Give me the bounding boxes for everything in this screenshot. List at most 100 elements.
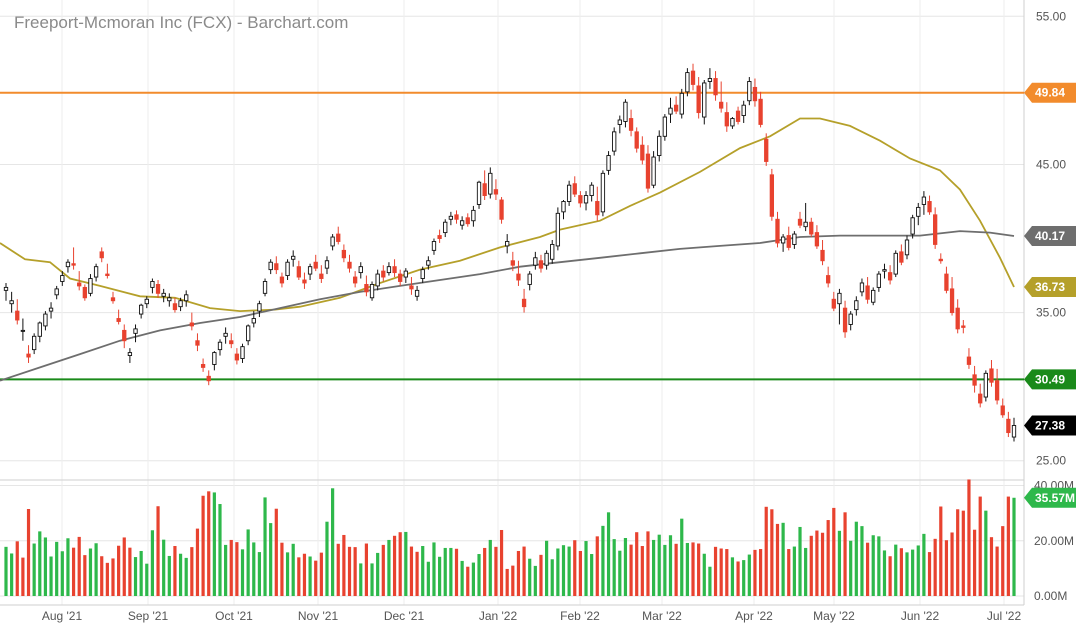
volume-bar	[961, 510, 965, 596]
candle-body	[403, 270, 408, 278]
volume-bar	[730, 557, 735, 596]
candle-body	[786, 235, 791, 248]
volume-bar	[995, 546, 999, 596]
candle	[994, 368, 1000, 405]
volume-bar	[573, 540, 577, 596]
candle-body	[217, 341, 223, 351]
candle	[15, 299, 20, 325]
volume-bar	[325, 521, 329, 596]
volume-bar	[308, 556, 312, 596]
volume-bar	[415, 551, 419, 596]
volume-bar	[871, 535, 875, 596]
candle	[189, 312, 194, 331]
candle-body	[865, 285, 870, 300]
candle	[713, 71, 718, 101]
candle	[116, 309, 121, 325]
volume-bar	[162, 539, 166, 596]
candle	[668, 97, 673, 123]
volume-bar	[674, 543, 678, 596]
volume-bar	[798, 526, 802, 596]
candle-body	[735, 110, 741, 122]
candle-body	[949, 288, 955, 314]
volume-bar	[516, 550, 521, 596]
candle	[955, 299, 960, 334]
candle-body	[302, 279, 307, 284]
candle-body	[775, 218, 780, 244]
candle	[690, 63, 696, 91]
candle	[797, 211, 803, 229]
volume-bar	[274, 508, 278, 596]
price-tick-label: 55.00	[1036, 9, 1066, 23]
date-tick-label: Sep '21	[128, 609, 169, 623]
candle	[195, 333, 200, 352]
volume-bar	[950, 532, 954, 596]
volume-bar	[865, 542, 870, 596]
candle-body	[364, 283, 369, 293]
candle	[961, 320, 966, 334]
volume-bar	[787, 549, 791, 596]
candle	[566, 180, 572, 206]
candle-body	[583, 195, 589, 204]
volume-bar	[94, 543, 98, 596]
volume-bar	[680, 518, 684, 596]
volume-bar	[888, 556, 892, 596]
volume-bar	[404, 531, 408, 596]
candle-body	[809, 221, 814, 235]
candle	[893, 250, 898, 278]
candle	[155, 280, 161, 298]
candle-body	[837, 292, 842, 305]
candle	[161, 288, 166, 303]
price-tag-shape	[1024, 415, 1076, 436]
candle-body	[707, 78, 713, 82]
candle-body	[386, 266, 392, 274]
volume-bar	[105, 562, 109, 596]
candle-body	[139, 304, 144, 315]
candle	[9, 291, 14, 313]
candle	[88, 274, 93, 297]
candle	[105, 263, 110, 279]
candle	[437, 229, 442, 243]
volume-bar	[843, 512, 847, 596]
candle-body	[110, 297, 116, 302]
volume-bar	[466, 566, 470, 596]
candle	[251, 311, 256, 328]
volume-bar	[156, 506, 160, 596]
candle	[933, 207, 938, 249]
date-axis-ticks: Aug '21 Sep '21 Oct '21 Nov '21 Dec '21 Jan '…	[42, 609, 1022, 623]
candle-body	[133, 328, 138, 334]
volume-bar	[184, 557, 188, 596]
volume-bar	[100, 556, 104, 596]
candle-body	[978, 393, 983, 404]
volume-bar	[218, 504, 222, 596]
volume-bar	[83, 555, 87, 596]
volume-bar	[314, 560, 318, 596]
candle-body	[155, 283, 161, 294]
candle-body	[313, 261, 318, 269]
candle	[978, 383, 983, 408]
date-tick-label: Dec '21	[384, 609, 425, 623]
candle	[595, 186, 600, 221]
volume-bar	[409, 546, 414, 596]
date-tick-label: Jun '22	[901, 609, 940, 623]
candle-body	[617, 119, 622, 125]
candle	[127, 348, 133, 363]
candle	[662, 114, 668, 141]
candle	[262, 278, 268, 297]
volume-bar	[336, 543, 340, 596]
candle-body	[268, 261, 273, 271]
volume-bar	[578, 550, 582, 596]
candle-body	[657, 135, 662, 157]
volume-bar	[606, 512, 611, 596]
candle-body	[234, 353, 240, 361]
candle	[848, 311, 853, 331]
candle	[347, 254, 352, 273]
volume-bar	[894, 544, 898, 596]
volume-bar	[229, 539, 233, 596]
candle-body	[955, 307, 960, 330]
candle	[600, 170, 606, 217]
price-tag-shape	[1024, 276, 1076, 297]
candle	[730, 117, 735, 129]
candle	[831, 291, 836, 312]
candle-body	[9, 300, 14, 305]
moving-averages	[0, 117, 1015, 382]
